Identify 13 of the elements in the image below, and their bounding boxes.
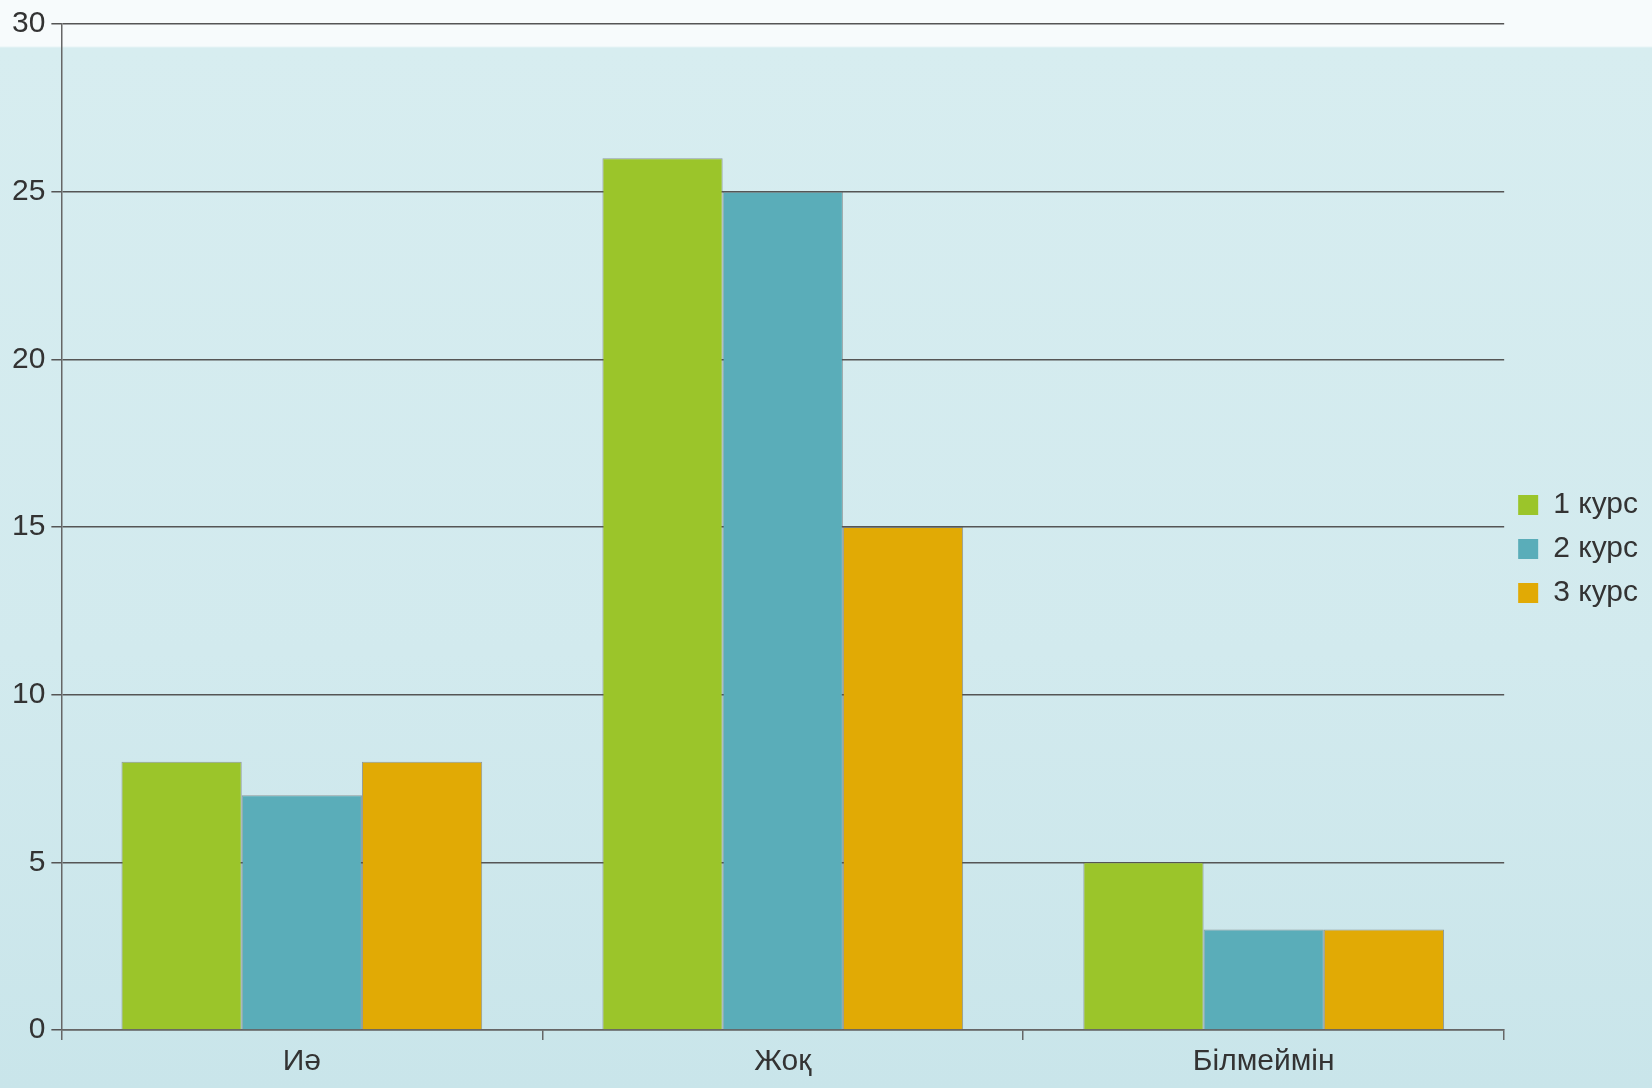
y-tick-label: 10 (11, 675, 46, 709)
y-tick-label: 5 (28, 843, 46, 877)
x-tick-label: Жоқ (754, 1043, 813, 1077)
y-tick-label: 0 (28, 1011, 46, 1045)
x-tick-label: Білмеймін (1192, 1043, 1335, 1077)
y-tick-label: 15 (11, 508, 46, 542)
x-tick-label: Иә (282, 1043, 321, 1077)
y-tick-label: 25 (11, 172, 46, 206)
y-tick-label: 20 (11, 340, 46, 374)
legend-label: 1 курс (1553, 486, 1639, 520)
y-tick-label: 30 (11, 5, 46, 39)
legend-label: 3 курс (1553, 574, 1639, 608)
legend-label: 2 курс (1553, 530, 1639, 564)
